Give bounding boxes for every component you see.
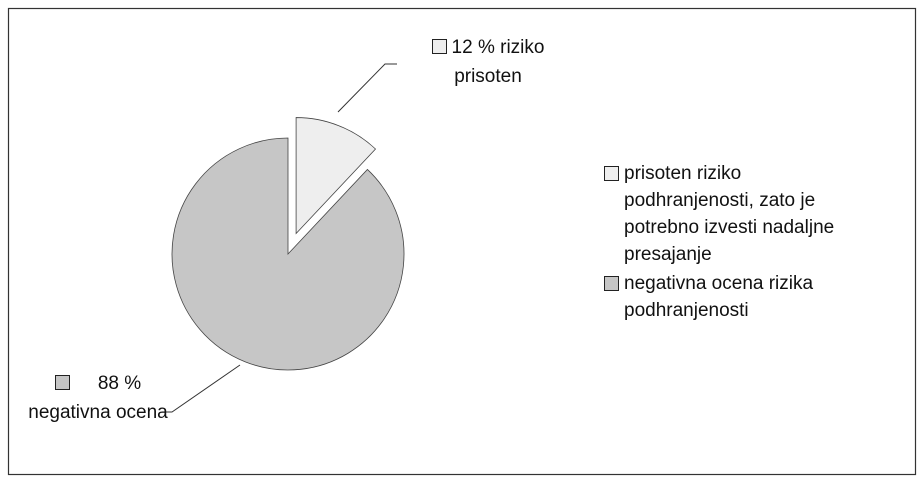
- legend-swatch: [604, 166, 619, 181]
- chart-frame: [7, 7, 917, 476]
- legend-label: negativna ocena rizika podhranjenosti: [624, 273, 814, 321]
- data-label-text: 12 % riziko prisoten: [451, 37, 545, 87]
- label-key: [431, 39, 447, 54]
- pie-slice: [295, 117, 377, 235]
- pie-slice: [171, 137, 405, 371]
- leader-line: [162, 364, 241, 413]
- data-label-text: 88 % negativna ocena: [28, 373, 168, 423]
- leader-line: [337, 63, 397, 113]
- data-label: 88 % negativna ocena: [28, 369, 168, 427]
- legend-label: prisoten riziko podhranjenosti, zato je …: [624, 163, 835, 265]
- legend-entry: prisoten riziko podhranjenosti, zato je …: [604, 160, 894, 268]
- data-label: 12 % riziko prisoten: [398, 33, 578, 91]
- label-key: [54, 375, 70, 390]
- legend-swatch: [604, 276, 619, 291]
- legend-entry: negativna ocena rizika podhranjenosti: [604, 270, 894, 324]
